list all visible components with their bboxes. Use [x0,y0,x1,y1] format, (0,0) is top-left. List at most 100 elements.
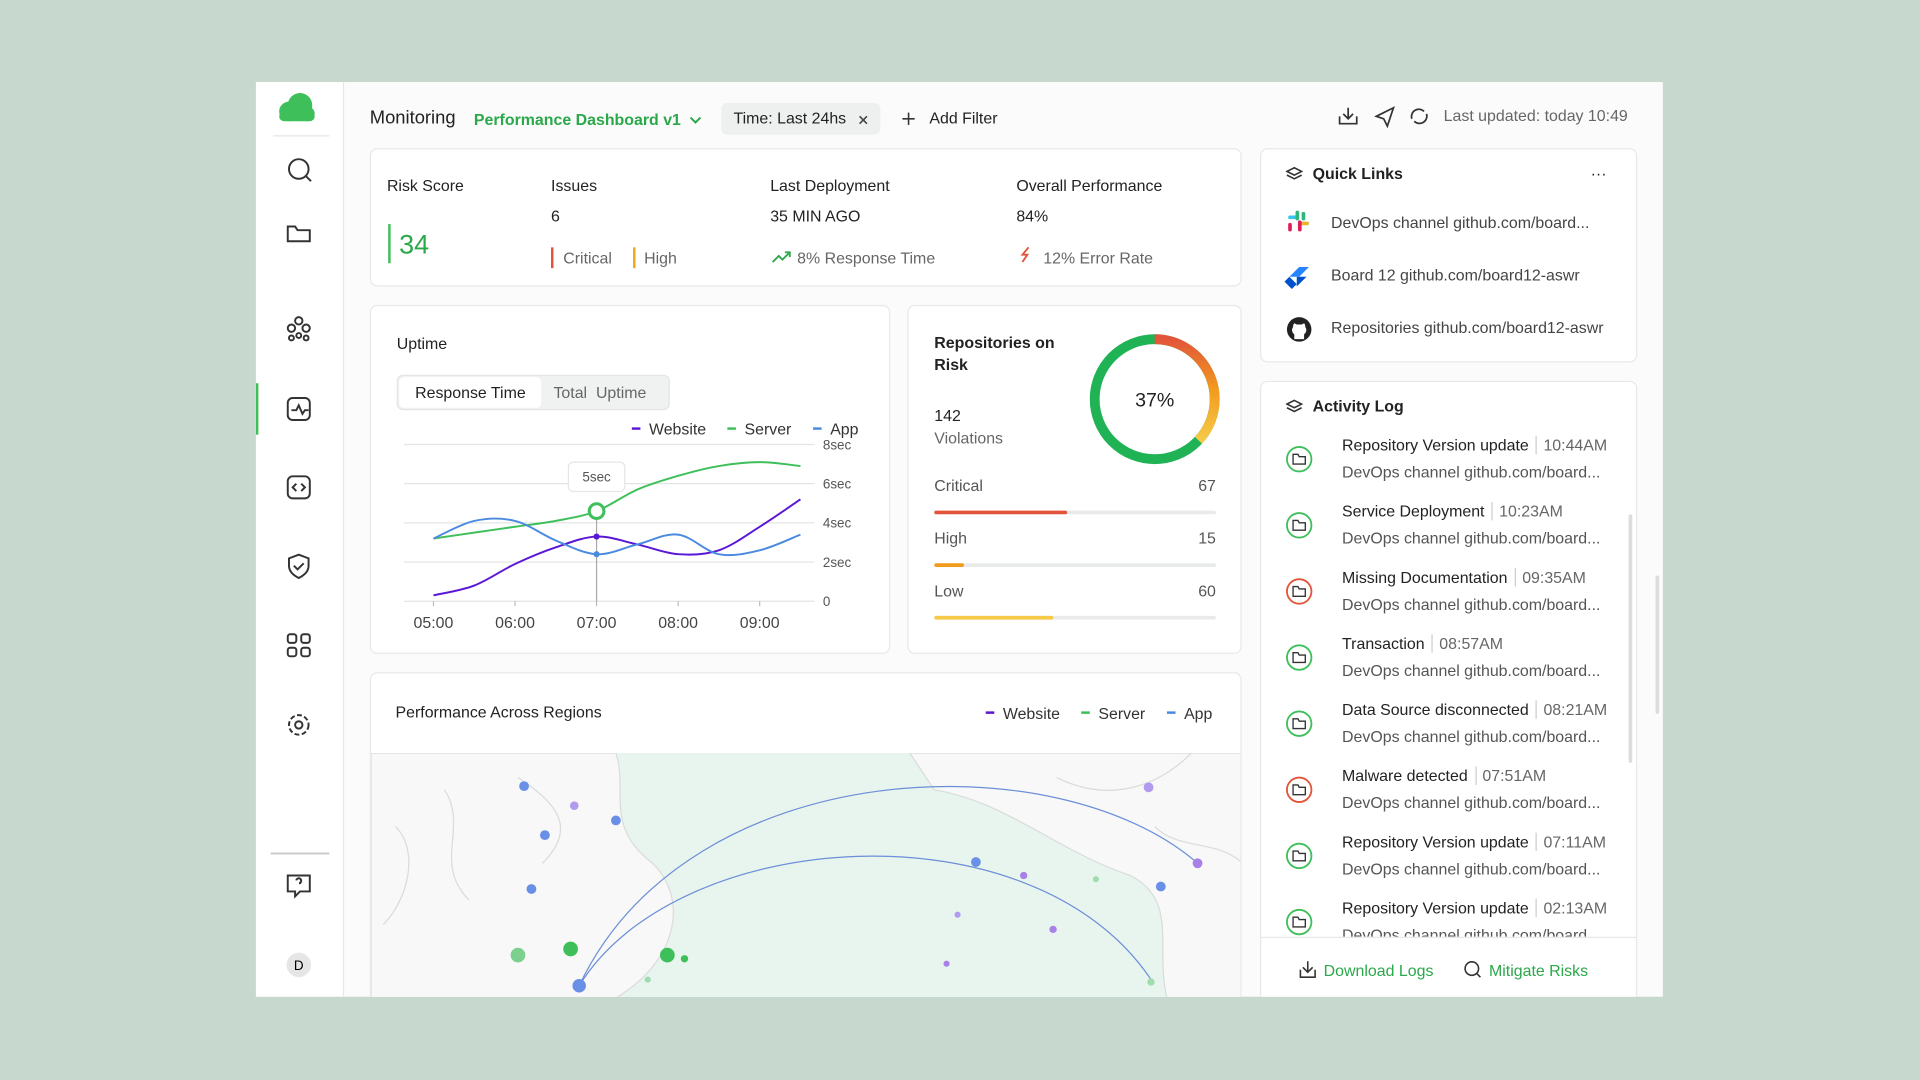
deploy-label: Last Deployment [770,176,890,195]
activity-time: 07:11AM [1536,832,1606,852]
download-icon[interactable] [1338,107,1358,125]
activity-detail: DevOps channel github.com/board... [1342,727,1601,746]
error-text: 12% Error Rate [1043,248,1153,267]
folder-icon[interactable] [286,225,311,243]
active-indicator [255,383,259,435]
team-icon[interactable] [286,316,311,342]
level-name: Critical [934,478,983,495]
performance-label: Overall Performance [1016,176,1163,195]
icon-ring [1286,776,1313,803]
issue-tag: Critical [563,248,612,267]
filter-chip[interactable] [721,102,881,135]
issue-tag: High [644,248,677,267]
activity-time: 07:51AM [1475,766,1547,785]
deploy-value: 35 MIN AGO [770,206,861,226]
more-button[interactable]: ··· [1590,164,1607,183]
line-series [433,461,801,540]
dashboard-select[interactable]: Performance Dashboard v1 [473,110,681,129]
activity-icon [1286,512,1313,539]
link-icons [1284,210,1312,342]
activity-list: Repository Version update 10:44AM DevOps c… [1261,431,1636,937]
activity-title: Service Deployment [1342,502,1485,521]
activity-time: 10:23AM [1491,502,1563,521]
activity-title-row: Transaction 08:57AM [1342,634,1504,654]
quick-links-card [1260,148,1638,363]
tag-bar [551,247,554,269]
map-dots [510,781,1203,993]
activity-title: Activity Log [1312,396,1404,416]
quick-link[interactable]: Repositories github.com/board12-aswr [1331,318,1604,337]
level-name: Low [934,583,964,600]
mitigate-risks[interactable]: Mitigate Risks [1488,961,1589,980]
activity-title: Repository Version update [1342,435,1529,455]
legend-label: Website [649,422,706,439]
quick-link[interactable]: Board 12 github.com/board12-aswr [1331,265,1580,285]
share-icon[interactable] [1374,106,1395,129]
page-scrollbar [1655,575,1660,714]
focus-point [587,502,606,520]
help-icon[interactable] [286,874,311,899]
code-icon[interactable] [286,475,311,500]
icon-folder [1292,519,1306,531]
activity-title: Transaction [1342,634,1425,653]
shield-icon[interactable] [288,553,310,580]
tab[interactable]: Response Time [415,383,526,402]
icon-ring [1286,644,1313,671]
legend-label: App [1184,706,1212,723]
risk-label: Risk Score [386,176,464,195]
activity-detail: DevOps channel github.com/board... [1342,528,1601,548]
activity-title: Malware detected [1342,766,1468,785]
activity-icon [1286,578,1313,605]
mitigate-icon [1464,961,1481,978]
x-tick-label: 05:00 [414,615,454,632]
filter-text: Time: Last 24hs [733,108,847,128]
activity-title-row: Repository Version update 07:11AM [1342,832,1606,853]
layers-icon [1285,399,1303,413]
y-tick-label: 6sec [823,477,852,492]
activity-detail: DevOps channel github.com/board... [1342,595,1601,614]
x-tick-label: 08:00 [658,615,698,632]
filter-remove[interactable] [857,114,869,126]
tag-bar [633,247,636,269]
monitor-icon[interactable] [286,396,311,421]
trend-text: 8% Response Time [797,248,936,267]
level-bar [934,563,965,567]
apps-icon[interactable] [286,633,311,658]
point [593,551,600,558]
activity-title-row: Repository Version update 10:44AM [1342,435,1608,456]
icon-ring [1286,446,1313,473]
header-actions [1338,106,1428,129]
icon-folder [1292,718,1306,730]
activity-time: 02:13AM [1536,898,1608,918]
x-tick-label: 07:00 [577,615,617,632]
tooltip-text: 5sec [582,470,611,485]
tab[interactable]: Total Uptime [553,383,647,402]
x-tick-label: 09:00 [740,615,780,632]
performance-value: 84% [1016,206,1049,226]
activity-detail: DevOps channel github.com/board... [1342,661,1601,680]
refresh-icon[interactable] [1410,108,1428,125]
settings-icon[interactable] [288,714,310,736]
quick-link[interactable]: DevOps channel github.com/board... [1331,213,1590,232]
download-logs[interactable]: Download Logs [1323,961,1434,980]
activity-time: 08:21AM [1536,700,1608,719]
trend-icon [772,251,791,263]
quick-links-title: Quick Links [1312,164,1403,183]
add-filter[interactable]: Add Filter [929,108,998,128]
avatar[interactable]: D [294,958,304,973]
activity-icon [1286,644,1313,671]
donut-risk-arc [1154,334,1220,444]
activity-icon [1286,776,1313,803]
repositories-title: Repositories on Risk [934,333,1055,374]
donut-label: 37% [1135,390,1174,412]
chevron[interactable] [688,114,703,126]
icon-ring [1286,710,1313,737]
icon-ring [1286,842,1313,870]
icon-ring [1286,578,1313,605]
level-name: High [934,531,967,548]
activity-card [1260,380,1638,997]
search-icon[interactable] [288,158,312,182]
x-tick-label: 06:00 [495,615,535,632]
